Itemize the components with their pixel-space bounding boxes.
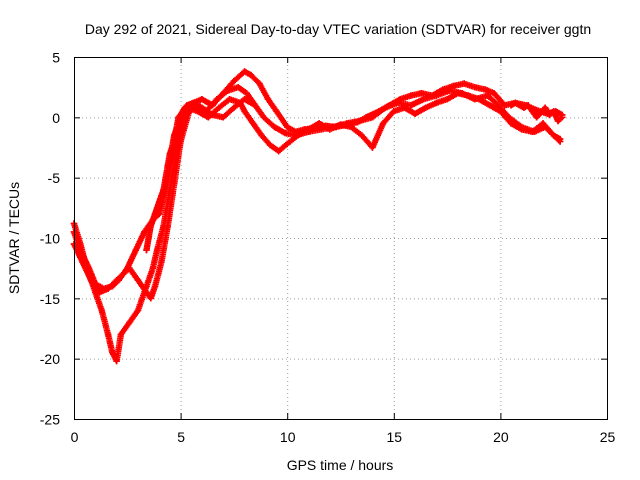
y-tick-label: -25 xyxy=(40,412,60,428)
x-tick-label: 0 xyxy=(71,429,79,445)
series-track-markers xyxy=(143,96,259,254)
series-3 xyxy=(70,83,564,302)
series-5 xyxy=(507,99,566,125)
y-tick-label: 0 xyxy=(52,110,60,126)
y-tick-label: 5 xyxy=(52,50,60,66)
series-4 xyxy=(143,96,259,254)
x-tick-label: 5 xyxy=(177,429,185,445)
x-tick-label: 20 xyxy=(493,429,509,445)
data-series xyxy=(70,68,566,365)
y-tick-label: -15 xyxy=(40,291,60,307)
y-tick-label: -20 xyxy=(40,351,60,367)
plot-frame xyxy=(74,57,608,420)
grid-lines xyxy=(74,57,607,419)
x-tick-label: 10 xyxy=(280,429,296,445)
x-tick-label: 15 xyxy=(387,429,403,445)
y-axis-label: SDTVAR / TECUs xyxy=(6,182,22,294)
x-axis-label: GPS time / hours xyxy=(287,457,394,473)
chart-title: Day 292 of 2021, Sidereal Day-to-day VTE… xyxy=(85,21,591,37)
series-track-markers xyxy=(507,99,566,125)
x-tick-label: 25 xyxy=(600,429,616,445)
y-axis-ticks: -25 -20 -15 -10 -5 0 5 xyxy=(40,50,607,428)
y-tick-label: -10 xyxy=(40,231,60,247)
series-track-markers xyxy=(70,84,564,302)
y-tick-label: -5 xyxy=(48,170,61,186)
